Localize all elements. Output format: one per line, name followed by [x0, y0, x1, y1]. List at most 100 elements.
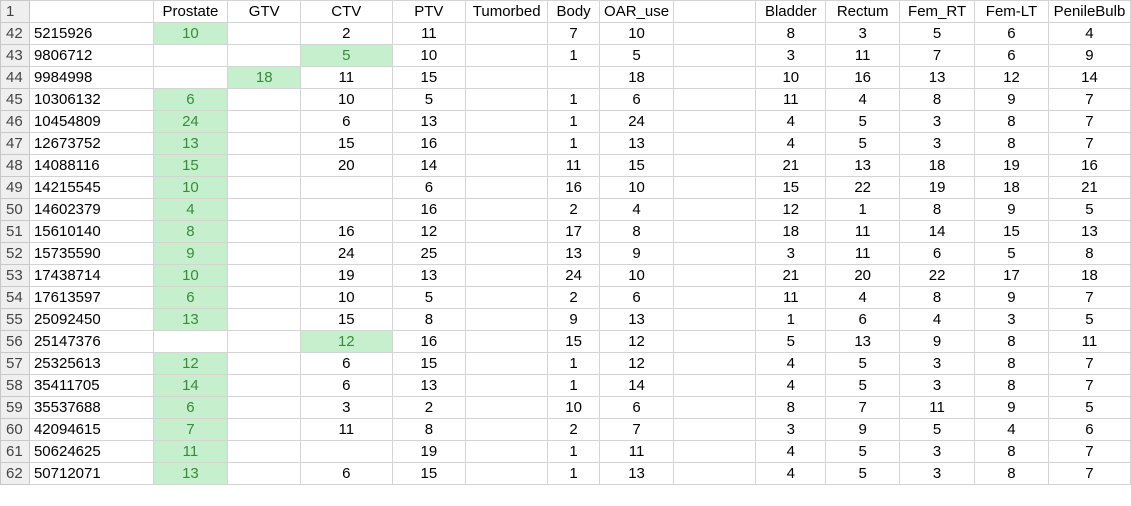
column-header-cell[interactable]: [28, 0, 154, 23]
row-number[interactable]: 52: [0, 242, 30, 265]
data-cell[interactable]: 11: [755, 88, 827, 111]
data-cell[interactable]: 8: [391, 418, 467, 441]
column-header-cell[interactable]: Fem_RT: [899, 0, 976, 23]
data-cell[interactable]: 16: [391, 198, 467, 221]
data-cell[interactable]: 4: [755, 132, 827, 155]
data-cell[interactable]: 8: [755, 22, 827, 45]
data-cell[interactable]: 2: [300, 22, 393, 45]
data-cell[interactable]: 6: [1047, 418, 1131, 441]
data-cell[interactable]: [227, 374, 302, 397]
data-cell[interactable]: 3: [974, 308, 1049, 331]
data-cell[interactable]: 11: [1047, 330, 1131, 353]
data-cell[interactable]: 13: [599, 462, 675, 485]
data-cell[interactable]: 6: [300, 352, 393, 375]
data-cell[interactable]: 4: [755, 440, 827, 463]
data-cell[interactable]: 18: [755, 220, 827, 243]
row-number[interactable]: 42: [0, 22, 30, 45]
data-cell[interactable]: 18: [899, 154, 976, 177]
data-cell[interactable]: 20: [825, 264, 901, 287]
patient-id-cell[interactable]: 25092450: [28, 308, 154, 331]
data-cell[interactable]: 13: [825, 154, 901, 177]
data-cell[interactable]: 2: [547, 418, 601, 441]
data-cell[interactable]: [673, 308, 757, 331]
data-cell[interactable]: 5: [899, 418, 976, 441]
data-cell[interactable]: 24: [152, 110, 229, 133]
data-cell[interactable]: 6: [300, 374, 393, 397]
data-cell[interactable]: [465, 44, 549, 67]
data-cell[interactable]: [673, 176, 757, 199]
data-cell[interactable]: 4: [825, 286, 901, 309]
data-cell[interactable]: 13: [152, 308, 229, 331]
column-header-cell[interactable]: Rectum: [825, 0, 901, 23]
data-cell[interactable]: 8: [599, 220, 675, 243]
data-cell[interactable]: 2: [391, 396, 467, 419]
data-cell[interactable]: [673, 418, 757, 441]
data-cell[interactable]: 8: [974, 462, 1049, 485]
data-cell[interactable]: [673, 220, 757, 243]
data-cell[interactable]: 1: [547, 374, 601, 397]
data-cell[interactable]: 14: [152, 374, 229, 397]
data-cell[interactable]: [227, 110, 302, 133]
row-number[interactable]: 55: [0, 308, 30, 331]
data-cell[interactable]: 9: [152, 242, 229, 265]
data-cell[interactable]: 7: [547, 22, 601, 45]
data-cell[interactable]: 5: [755, 330, 827, 353]
data-cell[interactable]: 5: [300, 44, 393, 67]
data-cell[interactable]: [227, 352, 302, 375]
data-cell[interactable]: 16: [300, 220, 393, 243]
data-cell[interactable]: 18: [227, 66, 302, 89]
row-number[interactable]: 46: [0, 110, 30, 133]
data-cell[interactable]: 8: [974, 110, 1049, 133]
patient-id-cell[interactable]: 14602379: [28, 198, 154, 221]
data-cell[interactable]: [300, 198, 393, 221]
data-cell[interactable]: 7: [1047, 88, 1131, 111]
data-cell[interactable]: [227, 308, 302, 331]
data-cell[interactable]: [673, 132, 757, 155]
patient-id-cell[interactable]: 9806712: [28, 44, 154, 67]
data-cell[interactable]: 14: [1047, 66, 1131, 89]
data-cell[interactable]: 6: [391, 176, 467, 199]
row-number[interactable]: 44: [0, 66, 30, 89]
data-cell[interactable]: 13: [599, 132, 675, 155]
data-cell[interactable]: 5: [825, 110, 901, 133]
data-cell[interactable]: 7: [1047, 110, 1131, 133]
column-header-cell[interactable]: Tumorbed: [465, 0, 549, 23]
data-cell[interactable]: 10: [599, 176, 675, 199]
data-cell[interactable]: 8: [974, 440, 1049, 463]
data-cell[interactable]: 10: [547, 396, 601, 419]
data-cell[interactable]: 10: [599, 22, 675, 45]
data-cell[interactable]: 12: [974, 66, 1049, 89]
data-cell[interactable]: 4: [755, 462, 827, 485]
data-cell[interactable]: 17: [547, 220, 601, 243]
patient-id-cell[interactable]: 42094615: [28, 418, 154, 441]
data-cell[interactable]: [227, 330, 302, 353]
data-cell[interactable]: 3: [755, 418, 827, 441]
data-cell[interactable]: 11: [825, 220, 901, 243]
data-cell[interactable]: 13: [825, 330, 901, 353]
data-cell[interactable]: [673, 198, 757, 221]
data-cell[interactable]: 8: [152, 220, 229, 243]
data-cell[interactable]: 7: [1047, 440, 1131, 463]
data-cell[interactable]: 22: [899, 264, 976, 287]
data-cell[interactable]: 5: [391, 88, 467, 111]
data-cell[interactable]: 5: [599, 44, 675, 67]
data-cell[interactable]: 14: [391, 154, 467, 177]
data-cell[interactable]: 6: [599, 286, 675, 309]
data-cell[interactable]: [465, 264, 549, 287]
data-cell[interactable]: 10: [152, 22, 229, 45]
data-cell[interactable]: 5: [1047, 198, 1131, 221]
row-number[interactable]: 51: [0, 220, 30, 243]
data-cell[interactable]: 15: [152, 154, 229, 177]
row-number[interactable]: 47: [0, 132, 30, 155]
data-cell[interactable]: 5: [899, 22, 976, 45]
data-cell[interactable]: 19: [391, 440, 467, 463]
data-cell[interactable]: [465, 462, 549, 485]
data-cell[interactable]: 5: [1047, 396, 1131, 419]
row-number[interactable]: 61: [0, 440, 30, 463]
data-cell[interactable]: [465, 286, 549, 309]
data-cell[interactable]: 21: [755, 154, 827, 177]
data-cell[interactable]: 9: [974, 286, 1049, 309]
patient-id-cell[interactable]: 10454809: [28, 110, 154, 133]
data-cell[interactable]: 24: [547, 264, 601, 287]
data-cell[interactable]: 1: [547, 132, 601, 155]
